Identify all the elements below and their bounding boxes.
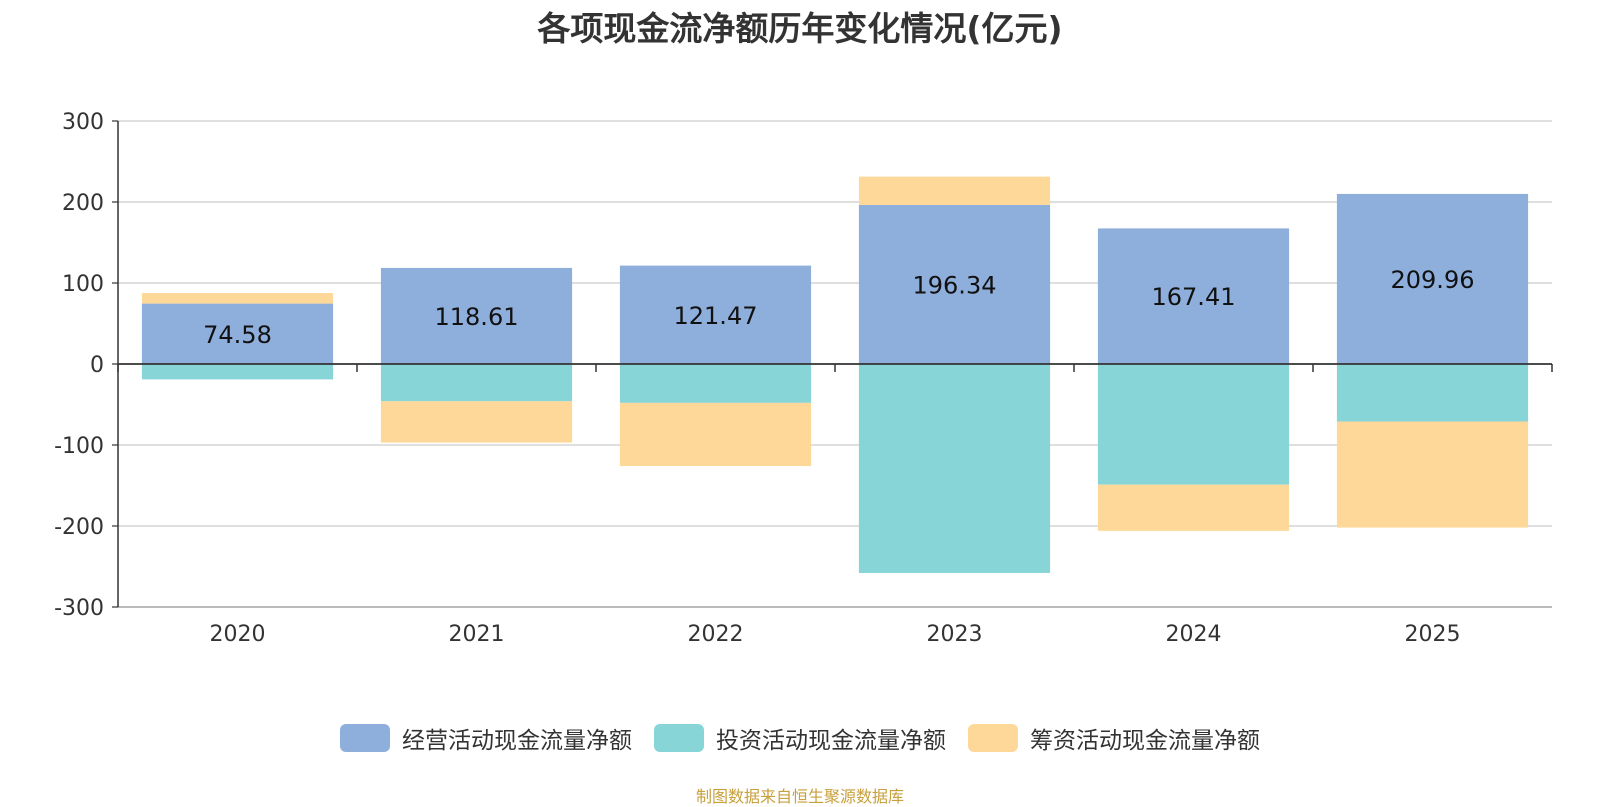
y-tick-label: 200 <box>62 191 104 216</box>
bar-2021-series-3 <box>380 401 573 443</box>
bar-2022-series-1 <box>619 265 812 364</box>
bar-2021-series-1 <box>380 267 573 364</box>
y-tick-label: 100 <box>62 272 104 297</box>
bar-2020-series-2 <box>141 364 334 380</box>
data-label: 167.41 <box>1152 283 1236 311</box>
bar-2023-series-1 <box>858 204 1051 364</box>
data-label: 121.47 <box>674 302 758 330</box>
bar-2025-series-3 <box>1336 421 1529 528</box>
legend-label: 筹资活动现金流量净额 <box>1030 728 1260 754</box>
legend-label: 投资活动现金流量净额 <box>716 728 946 754</box>
x-tick-label: 2024 <box>1166 622 1222 647</box>
source-note: 制图数据来自恒生聚源数据库 <box>695 787 904 806</box>
legend-item[interactable]: 投资活动现金流量净额 <box>654 721 946 755</box>
x-tick-label: 2022 <box>688 622 744 647</box>
bar-2021-series-2 <box>380 364 573 402</box>
legend-swatch <box>340 724 390 752</box>
data-label: 209.96 <box>1391 266 1475 294</box>
x-tick-label: 2023 <box>927 622 983 647</box>
bar-2020-series-3 <box>141 293 334 304</box>
bar-2025-series-1 <box>1336 193 1529 364</box>
bar-2020-series-1 <box>141 303 334 364</box>
x-tick-label: 2021 <box>449 622 505 647</box>
legend-item[interactable]: 筹资活动现金流量净额 <box>968 721 1260 755</box>
y-tick-label: -300 <box>54 596 104 621</box>
bar-2025-series-2 <box>1336 364 1529 422</box>
bar-2024-series-2 <box>1097 364 1290 485</box>
x-tick-label: 2020 <box>210 622 266 647</box>
legend-swatch <box>654 724 704 752</box>
bar-2023-series-2 <box>858 364 1051 573</box>
bar-2023-series-3 <box>858 176 1051 205</box>
bar-2024-series-3 <box>1097 484 1290 531</box>
bar-2022-series-2 <box>619 364 812 403</box>
data-label: 118.61 <box>435 303 519 331</box>
chart-plot: 300 200 100 0 -100 -200 -300 74.58 118.61 121.47 1… <box>54 110 1553 647</box>
y-tick-label: -200 <box>54 515 104 540</box>
data-label: 74.58 <box>203 321 272 349</box>
legend-swatch <box>968 724 1018 752</box>
y-tick-label: 300 <box>62 110 104 135</box>
bar-2022-series-3 <box>619 402 812 467</box>
bar-2024-series-1 <box>1097 228 1290 364</box>
legend: 经营活动现金流量净额 投资活动现金流量净额 筹资活动现金流量净额 <box>0 721 1600 755</box>
data-label: 196.34 <box>913 271 997 299</box>
x-tick-label: 2025 <box>1405 622 1461 647</box>
y-tick-label: -100 <box>54 434 104 459</box>
legend-item[interactable]: 经营活动现金流量净额 <box>340 721 632 755</box>
legend-label: 经营活动现金流量净额 <box>402 728 632 754</box>
chart-title: 各项现金流净额历年变化情况(亿元) <box>537 9 1063 48</box>
y-tick-label: 0 <box>90 353 104 378</box>
